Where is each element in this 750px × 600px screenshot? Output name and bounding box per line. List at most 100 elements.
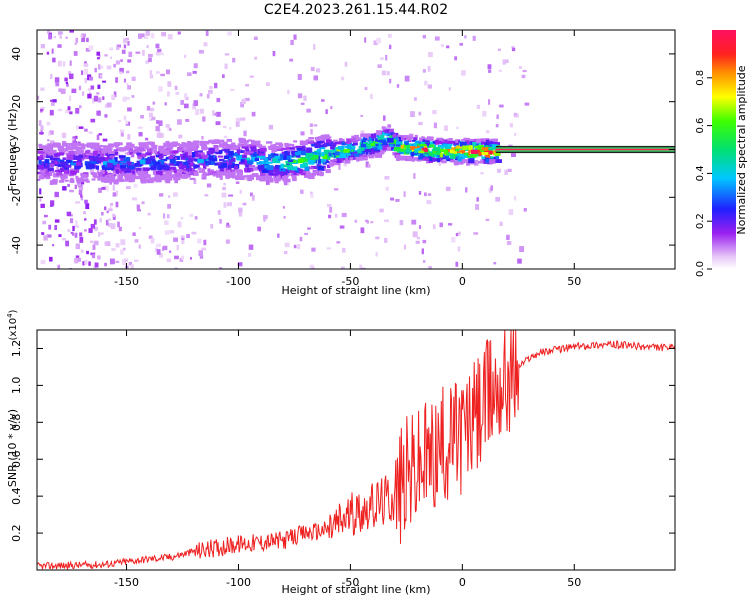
heatmap-cell (440, 148, 445, 152)
heatmap-cell (78, 85, 82, 91)
heatmap-cell (453, 151, 458, 154)
heatmap-cell (397, 134, 401, 137)
heatmap-cell (218, 143, 226, 148)
heatmap-cell (289, 170, 295, 173)
heatmap-cell (104, 114, 108, 118)
heatmap-cell (403, 244, 407, 250)
heatmap-cell (219, 175, 223, 180)
heatmap-cell (458, 153, 465, 157)
heatmap-cell (222, 74, 225, 79)
heatmap-cell (201, 161, 206, 166)
heatmap-cell (93, 219, 97, 225)
heatmap-cell (228, 160, 233, 166)
heatmap-cell (308, 159, 315, 165)
heatmap-cell (419, 143, 427, 147)
heatmap-cell (320, 171, 324, 175)
x-tick-label: -50 (341, 576, 359, 589)
heatmap-cell (473, 232, 479, 235)
heatmap-cell (120, 167, 126, 171)
heatmap-cell (283, 171, 289, 175)
heatmap-cell (132, 232, 136, 236)
heatmap-cell (112, 184, 115, 191)
heatmap-cell (484, 142, 490, 146)
heatmap-cell (254, 157, 260, 162)
heatmap-cell (239, 189, 242, 194)
heatmap-cell (98, 171, 103, 177)
heatmap-cell (365, 150, 369, 155)
heatmap-cell (43, 214, 48, 218)
heatmap-cell (268, 177, 272, 182)
heatmap-cell (499, 221, 503, 226)
heatmap-cell (113, 156, 118, 162)
heatmap-cell (244, 167, 250, 172)
heatmap-cell (194, 150, 199, 156)
heatmap-cell (476, 138, 481, 143)
heatmap-cell (167, 91, 170, 97)
heatmap-cell (323, 142, 328, 148)
heatmap-cell (83, 211, 86, 215)
heatmap-cell (334, 160, 341, 166)
heatmap-cell (221, 149, 226, 152)
heatmap-cell (268, 170, 274, 176)
heatmap-cell (274, 155, 281, 160)
heatmap-cell (263, 157, 269, 162)
heatmap-cell (43, 235, 48, 241)
heatmap-cell (173, 161, 180, 166)
heatmap-cell (236, 170, 243, 173)
heatmap-cell (62, 165, 69, 171)
heatmap-cell (240, 117, 246, 121)
heatmap-cell (72, 145, 78, 150)
heatmap-cell (362, 142, 369, 146)
x-tick-label: 0 (459, 576, 466, 589)
heatmap-cell (106, 102, 112, 108)
heatmap-cell (177, 147, 183, 150)
heatmap-cell (156, 170, 163, 176)
heatmap-cell (323, 149, 330, 155)
heatmap-cell (276, 146, 282, 150)
heatmap-cell (88, 76, 93, 81)
heatmap-cell (488, 139, 493, 142)
heatmap-cell (251, 111, 256, 117)
heatmap-cell (502, 59, 506, 65)
heatmap-cell (456, 126, 459, 130)
heatmap-cell (362, 146, 368, 150)
heatmap-cell (187, 141, 191, 147)
heatmap-cell (290, 39, 294, 46)
heatmap-cell (47, 139, 50, 142)
heatmap-cell (150, 237, 155, 244)
heatmap-cell (66, 83, 69, 87)
heatmap-cell (485, 153, 491, 159)
heatmap-cell (122, 179, 129, 182)
heatmap-cell (86, 250, 89, 255)
heatmap-cell (163, 150, 170, 156)
heatmap-cell (97, 147, 103, 151)
heatmap-cell (417, 158, 423, 161)
heatmap-cell (210, 160, 215, 165)
heatmap-cell (179, 153, 186, 158)
heatmap-cell (177, 221, 182, 228)
heatmap-cell (259, 171, 266, 176)
heatmap-cell (313, 75, 319, 81)
heatmap-cell (425, 158, 431, 164)
heatmap-cell (384, 175, 390, 180)
heatmap-cell (425, 138, 430, 143)
heatmap-tone-core (495, 148, 675, 151)
heatmap-cell (238, 137, 244, 142)
heatmap-cell (285, 168, 291, 173)
heatmap-cell (74, 142, 79, 146)
heatmap-cell (155, 247, 158, 252)
heatmap-cell (53, 144, 58, 148)
heatmap-cell (251, 173, 259, 177)
heatmap-cell (409, 146, 416, 150)
heatmap-cell (283, 164, 290, 168)
heatmap-cell (230, 163, 235, 168)
heatmap-cell (221, 192, 227, 198)
heatmap-cell (119, 165, 127, 169)
heatmap-cell (305, 139, 310, 142)
heatmap-cell (237, 262, 243, 267)
heatmap-cell (468, 150, 473, 153)
heatmap-cell (82, 261, 85, 266)
heatmap-cell (395, 198, 400, 202)
heatmap-cell (225, 239, 230, 244)
heatmap-cell (361, 154, 368, 157)
